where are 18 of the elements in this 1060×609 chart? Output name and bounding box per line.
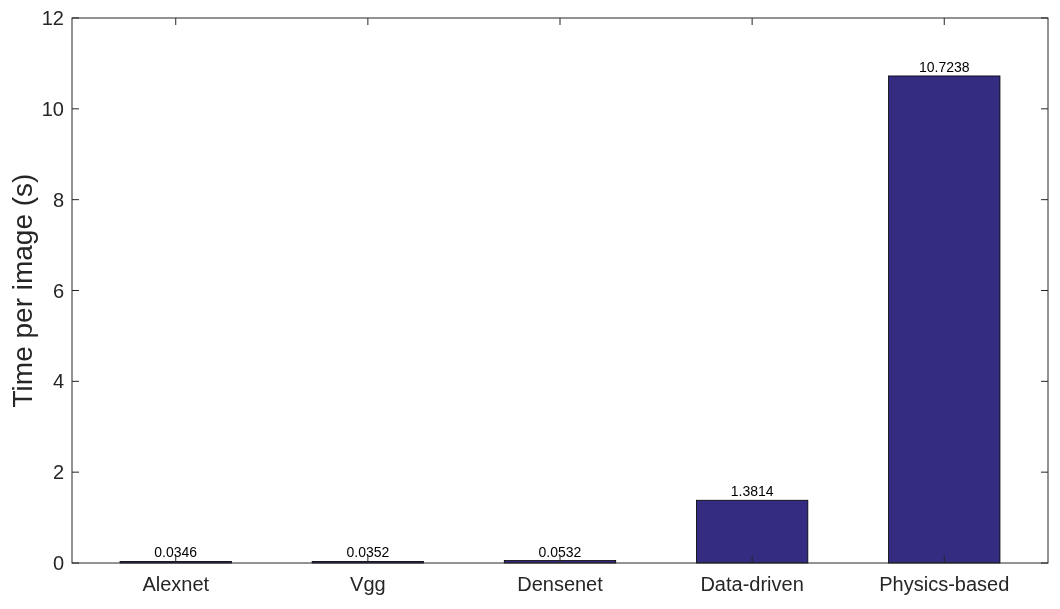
- y-tick-label: 6: [52, 279, 64, 302]
- data-label: 0.0346: [154, 544, 198, 561]
- data-label: 10.7238: [918, 58, 970, 75]
- y-tick-label: 2: [52, 461, 64, 484]
- y-tick-label: 4: [52, 370, 64, 393]
- x-tick-label: Physics-based: [879, 573, 1010, 595]
- data-label: 1.3814: [730, 483, 774, 500]
- y-axis-title: Time per image (s): [7, 173, 38, 408]
- x-tick-label: Vgg: [350, 573, 386, 595]
- y-tick-label: 12: [41, 7, 64, 29]
- y-tick-label: 0: [52, 552, 64, 574]
- data-label: 0.0352: [346, 544, 390, 561]
- data-label: 0.0532: [538, 543, 582, 560]
- x-tick-label: Alexnet: [142, 573, 210, 595]
- x-tick-label: Data-driven: [700, 573, 804, 595]
- y-tick-label: 10: [41, 97, 64, 120]
- x-tick-label: Densenet: [517, 573, 604, 595]
- y-tick-label: 8: [52, 188, 64, 211]
